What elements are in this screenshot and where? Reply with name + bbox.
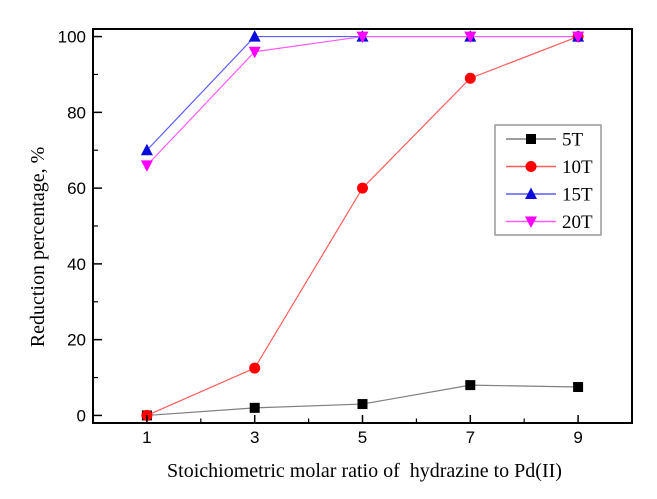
marker-20t bbox=[248, 46, 261, 59]
marker-10t bbox=[464, 72, 476, 84]
marker-15t bbox=[248, 30, 261, 42]
legend-label-10t: 10T bbox=[562, 157, 593, 178]
marker-10t bbox=[357, 182, 368, 194]
y-tick-label: 60 bbox=[67, 179, 86, 198]
legend-label-5t: 5T bbox=[562, 130, 584, 151]
legend-box bbox=[494, 124, 602, 236]
x-tick-label: 7 bbox=[466, 428, 475, 447]
marker-5t bbox=[357, 399, 368, 410]
legend-label-20t: 20T bbox=[562, 212, 593, 233]
marker-5t bbox=[465, 380, 476, 391]
marker-20t bbox=[464, 31, 477, 44]
x-tick-label: 1 bbox=[142, 428, 151, 447]
x-axis-title: Stoichiometric molar ratio of hydrazine … bbox=[167, 460, 562, 482]
marker-20t bbox=[140, 160, 153, 172]
marker-5t bbox=[249, 402, 260, 413]
y-tick-label: 40 bbox=[67, 255, 86, 274]
y-tick-label: 0 bbox=[77, 406, 86, 425]
legend-marker-10t bbox=[525, 161, 537, 172]
marker-10t bbox=[249, 362, 261, 374]
marker-20t bbox=[356, 31, 369, 44]
marker-15t bbox=[140, 143, 153, 156]
x-tick-label: 9 bbox=[573, 428, 582, 447]
x-tick-label: 3 bbox=[250, 428, 259, 447]
legend-marker-20t bbox=[525, 216, 537, 228]
marker-20t bbox=[572, 31, 585, 44]
y-tick-label: 100 bbox=[58, 28, 86, 47]
x-tick-label: 5 bbox=[358, 428, 367, 447]
y-axis-title: Reduction percentage, % bbox=[27, 147, 49, 347]
legend-label-15t: 15T bbox=[562, 185, 593, 206]
y-tick-label: 80 bbox=[67, 103, 86, 122]
marker-5t bbox=[573, 382, 584, 393]
legend-marker-15t bbox=[525, 187, 537, 199]
y-tick-label: 20 bbox=[67, 331, 86, 350]
legend-marker-5t bbox=[526, 134, 536, 144]
